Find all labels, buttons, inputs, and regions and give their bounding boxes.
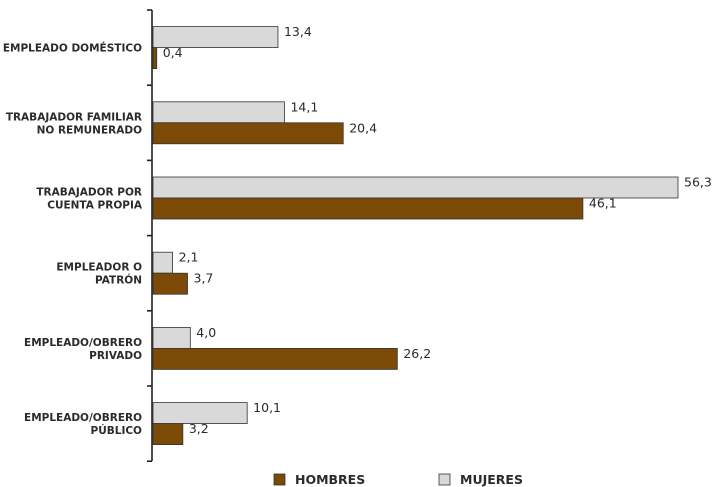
bar-mujeres: [152, 251, 173, 274]
bar-hombres: [152, 423, 184, 446]
data-label-hombres: 20,4: [349, 120, 377, 135]
data-label-hombres: 46,1: [589, 196, 617, 211]
bar-mujeres: [152, 26, 279, 49]
bar-hombres: [152, 122, 344, 145]
bar-mujeres: [152, 101, 285, 124]
data-label-mujeres: 14,1: [290, 99, 318, 114]
bar-mujeres: [152, 326, 191, 349]
data-label-hombres: 3,2: [189, 421, 209, 436]
category-label: NO REMUNERADO: [37, 124, 142, 136]
category-label: PATRÓN: [95, 274, 142, 287]
category-label: EMPLEADO DOMÉSTICO: [3, 42, 142, 55]
data-label-mujeres: 2,1: [179, 250, 199, 265]
category-label: EMPLEADO/OBRERO: [24, 412, 142, 424]
category-label: EMPLEADOR O: [56, 262, 142, 274]
data-label-hombres: 0,4: [163, 45, 183, 60]
data-label-hombres: 26,2: [403, 346, 431, 361]
category-label: TRABAJADOR POR: [36, 187, 142, 199]
bar-hombres: [152, 197, 584, 220]
legend-swatch-mujeres: [438, 473, 451, 486]
bar-hombres: [152, 47, 158, 69]
category-label: EMPLEADO/OBRERO: [24, 337, 142, 349]
legend-label-hombres: HOMBRES: [295, 472, 365, 487]
category-label: PRIVADO: [89, 350, 142, 362]
legend-label-mujeres: MUJERES: [460, 472, 523, 487]
data-label-mujeres: 13,4: [284, 24, 312, 39]
category-label: CUENTA PROPIA: [47, 200, 143, 212]
data-label-mujeres: 4,0: [196, 325, 216, 340]
data-label-mujeres: 10,1: [253, 400, 281, 415]
data-label-mujeres: 56,3: [684, 175, 712, 190]
data-label-hombres: 3,7: [194, 271, 214, 286]
category-label: PÚBLICO: [91, 424, 143, 437]
category-label: TRABAJADOR FAMILIAR: [6, 111, 142, 123]
bar-hombres: [152, 347, 398, 370]
legend-swatch-hombres: [273, 473, 286, 486]
bar-hombres: [152, 272, 188, 295]
bar-mujeres: [152, 402, 248, 425]
